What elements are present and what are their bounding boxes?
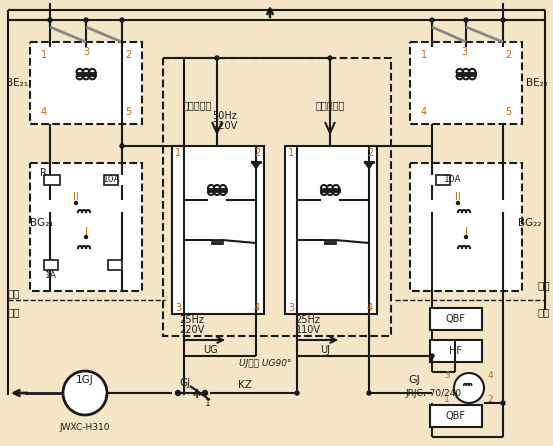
Bar	[436, 175, 450, 185]
Circle shape	[464, 18, 468, 22]
Circle shape	[430, 18, 434, 22]
Text: 1A: 1A	[45, 271, 57, 280]
Text: JWXC-H310: JWXC-H310	[60, 422, 110, 431]
Circle shape	[84, 18, 88, 22]
Text: 3: 3	[288, 303, 294, 313]
Text: 10A: 10A	[103, 175, 121, 185]
Circle shape	[175, 391, 180, 396]
Text: 室内: 室内	[537, 307, 550, 317]
Text: 5: 5	[505, 107, 511, 117]
Text: QBF: QBF	[446, 411, 466, 421]
Text: 4: 4	[41, 107, 47, 117]
Text: 室内: 室内	[8, 307, 20, 317]
Text: GJ: GJ	[408, 375, 420, 385]
Text: 4: 4	[487, 372, 493, 380]
Circle shape	[63, 371, 107, 415]
Text: 3: 3	[444, 372, 450, 380]
Text: 轨道分频器: 轨道分频器	[182, 100, 212, 110]
Text: JRJC₁-70/240: JRJC₁-70/240	[405, 388, 461, 397]
Text: 2: 2	[125, 50, 131, 60]
Text: 2: 2	[367, 148, 373, 158]
Bar	[44, 260, 58, 270]
Text: HF: HF	[450, 346, 462, 356]
Circle shape	[501, 18, 505, 22]
Circle shape	[328, 56, 332, 60]
FancyBboxPatch shape	[30, 42, 142, 124]
Circle shape	[465, 235, 467, 239]
Circle shape	[120, 18, 124, 22]
FancyBboxPatch shape	[410, 42, 522, 124]
Text: 1: 1	[205, 400, 211, 409]
Text: 3: 3	[175, 303, 181, 313]
FancyBboxPatch shape	[430, 308, 482, 330]
Bar	[44, 175, 60, 185]
Text: 2: 2	[254, 148, 260, 158]
Circle shape	[215, 56, 219, 60]
Circle shape	[295, 391, 299, 395]
Text: 220V: 220V	[179, 325, 205, 335]
Circle shape	[501, 401, 505, 405]
Circle shape	[48, 18, 52, 22]
Circle shape	[454, 373, 484, 403]
FancyBboxPatch shape	[172, 146, 264, 314]
FancyBboxPatch shape	[410, 163, 522, 291]
Text: 1: 1	[288, 148, 294, 158]
Text: GJ: GJ	[179, 378, 191, 388]
Text: 3: 3	[83, 47, 89, 57]
Text: 1: 1	[41, 50, 47, 60]
Text: R: R	[40, 168, 47, 178]
Text: UG: UG	[203, 345, 217, 355]
Circle shape	[120, 144, 124, 148]
Text: 1GJ: 1GJ	[76, 375, 94, 385]
Circle shape	[85, 235, 87, 239]
FancyBboxPatch shape	[30, 163, 142, 291]
Text: QBF: QBF	[446, 314, 466, 324]
Text: 室外: 室外	[537, 280, 550, 290]
Text: 50Hz: 50Hz	[212, 111, 237, 121]
Text: 4: 4	[367, 303, 373, 313]
Text: 25Hz: 25Hz	[180, 315, 205, 325]
Text: 1: 1	[444, 395, 450, 404]
Text: II: II	[73, 192, 79, 202]
Text: 1: 1	[421, 50, 427, 60]
Bar	[108, 260, 122, 270]
Text: 5: 5	[125, 107, 131, 117]
FancyBboxPatch shape	[430, 405, 482, 427]
Text: 4: 4	[421, 107, 427, 117]
Text: 局部分频器: 局部分频器	[315, 100, 345, 110]
Text: 110V: 110V	[295, 325, 321, 335]
Text: 3: 3	[461, 47, 467, 57]
Circle shape	[202, 391, 207, 396]
Text: UJ导前 UG90°: UJ导前 UG90°	[239, 359, 291, 368]
Text: BG₂₂: BG₂₂	[518, 218, 542, 228]
Text: 1: 1	[175, 148, 181, 158]
Text: 10A: 10A	[444, 175, 462, 185]
Text: BG₂₁: BG₂₁	[30, 218, 54, 228]
Text: BE₂₂: BE₂₂	[526, 78, 548, 88]
FancyBboxPatch shape	[285, 146, 377, 314]
Text: 220V: 220V	[212, 121, 238, 131]
Text: BE₂₁: BE₂₁	[6, 78, 28, 88]
Polygon shape	[252, 162, 260, 168]
Circle shape	[456, 202, 460, 205]
Circle shape	[430, 354, 434, 358]
FancyBboxPatch shape	[430, 340, 482, 362]
Circle shape	[367, 391, 371, 395]
Circle shape	[75, 202, 77, 205]
Bar	[104, 175, 118, 185]
Text: I: I	[465, 227, 467, 237]
Polygon shape	[365, 162, 373, 168]
Text: II: II	[455, 192, 461, 202]
Text: UJ: UJ	[320, 345, 330, 355]
Text: 4: 4	[254, 303, 260, 313]
Text: I: I	[85, 227, 87, 237]
Text: KZ: KZ	[238, 380, 252, 390]
Text: 25Hz: 25Hz	[295, 315, 320, 325]
Text: 室外: 室外	[8, 288, 20, 298]
Text: 2: 2	[505, 50, 511, 60]
Text: 2: 2	[487, 395, 493, 404]
